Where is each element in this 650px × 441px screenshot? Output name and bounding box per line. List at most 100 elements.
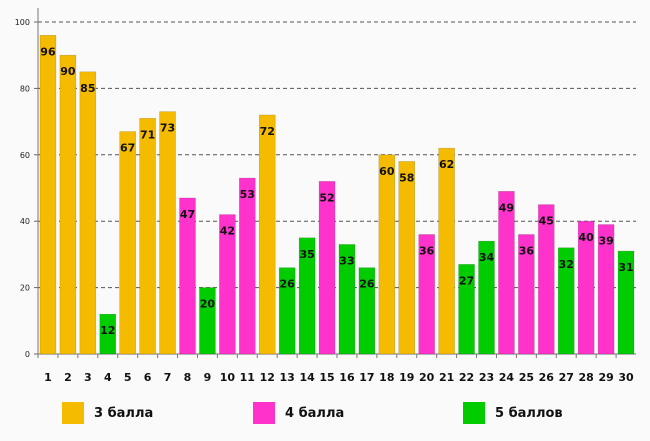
bar-value-label-19: 58 [399, 171, 414, 184]
x-tick-label-9: 9 [204, 371, 212, 384]
bar-10 [219, 214, 236, 355]
x-tick-label-16: 16 [339, 371, 355, 384]
bar-28 [577, 220, 595, 355]
y-tick-label-0: 0 [25, 350, 30, 359]
bar-value-label-25: 36 [519, 244, 535, 257]
bar-value-label-3: 85 [80, 82, 95, 95]
bar-29 [597, 224, 615, 355]
bar-26 [538, 204, 555, 355]
bar-5 [119, 131, 136, 355]
bar-15 [318, 181, 336, 355]
bar-1 [39, 35, 57, 355]
bar-14 [298, 237, 316, 355]
bar-value-label-12: 72 [260, 125, 275, 138]
x-tick-label-13: 13 [280, 371, 295, 384]
x-tick-label-30: 30 [618, 371, 634, 384]
bar-2 [59, 54, 77, 355]
legend-item-4-balla: 4 балла [253, 401, 344, 425]
bar-value-label-29: 39 [598, 235, 613, 248]
bar-25 [518, 234, 535, 355]
bar-value-label-13: 26 [280, 278, 296, 291]
y-tick-label-20: 20 [20, 284, 30, 293]
bar-21 [438, 147, 455, 355]
bar-value-label-8: 47 [180, 208, 195, 221]
bar-20 [418, 234, 435, 355]
x-tick-label-17: 17 [359, 371, 374, 384]
x-tick-label-5: 5 [124, 371, 132, 384]
x-tick-label-4: 4 [104, 371, 112, 384]
bar-9 [199, 287, 216, 355]
x-tick-label-20: 20 [419, 371, 435, 384]
bar-19 [398, 161, 415, 355]
x-tick-label-21: 21 [439, 371, 454, 384]
legend-swatch-3-balla [62, 402, 84, 424]
x-tick-label-1: 1 [44, 371, 52, 384]
bar-7 [159, 111, 176, 355]
x-tick-label-14: 14 [299, 371, 315, 384]
x-tick-label-25: 25 [519, 371, 534, 384]
bar-value-label-9: 20 [200, 298, 216, 311]
bar-27 [558, 247, 575, 355]
bar-value-label-6: 71 [140, 128, 155, 141]
bar-value-label-4: 12 [100, 324, 115, 337]
bar-23 [478, 240, 495, 355]
y-tick-label-60: 60 [20, 151, 30, 160]
x-tick-label-11: 11 [240, 371, 255, 384]
bar-value-label-20: 36 [419, 244, 435, 257]
legend-swatch-5-ballov [463, 402, 485, 424]
legend: 3 балла 4 балла 5 баллов [0, 401, 650, 427]
bar-value-label-23: 34 [479, 251, 495, 264]
bar-value-label-7: 73 [160, 122, 175, 135]
bar-value-label-15: 52 [319, 191, 334, 204]
x-tick-label-23: 23 [479, 371, 494, 384]
bar-value-label-2: 90 [60, 65, 76, 78]
bar-8 [179, 197, 196, 355]
bar-22 [458, 264, 475, 355]
x-tick-label-10: 10 [220, 371, 236, 384]
x-tick-label-18: 18 [379, 371, 394, 384]
legend-swatch-4-balla [253, 402, 275, 424]
bar-value-label-11: 53 [240, 188, 255, 201]
bar-30 [617, 250, 635, 355]
bar-17 [358, 267, 376, 355]
bar-value-label-5: 67 [120, 142, 135, 155]
bar-value-label-26: 45 [539, 215, 554, 228]
x-tick-label-12: 12 [260, 371, 275, 384]
x-tick-label-3: 3 [84, 371, 92, 384]
bar-11 [239, 177, 256, 355]
x-tick-label-15: 15 [319, 371, 334, 384]
x-tick-label-2: 2 [64, 371, 72, 384]
x-tick-label-8: 8 [184, 371, 192, 384]
x-tick-label-6: 6 [144, 371, 152, 384]
x-tick-label-27: 27 [559, 371, 574, 384]
x-tick-label-22: 22 [459, 371, 474, 384]
x-tick-label-7: 7 [164, 371, 172, 384]
y-tick-label-100: 100 [15, 18, 30, 27]
bar-value-label-24: 49 [499, 201, 514, 214]
legend-label-5-ballov: 5 баллов [495, 405, 563, 421]
bar-value-label-16: 33 [339, 254, 354, 267]
y-tick-label-40: 40 [20, 217, 30, 226]
bar-value-label-30: 31 [618, 261, 633, 274]
bar-24 [498, 191, 515, 355]
bar-value-label-28: 40 [579, 231, 595, 244]
y-tick-label-80: 80 [20, 84, 30, 93]
bar-value-label-17: 26 [359, 278, 375, 291]
bar-value-label-10: 42 [220, 225, 235, 238]
bar-13 [278, 267, 296, 355]
bar-16 [338, 244, 356, 355]
x-tick-label-24: 24 [499, 371, 515, 384]
x-tick-label-19: 19 [399, 371, 414, 384]
bar-4 [99, 313, 116, 355]
bar-12 [259, 114, 276, 355]
bar-value-label-27: 32 [559, 258, 574, 271]
bar-value-label-22: 27 [459, 274, 474, 287]
legend-label-3-balla: 3 балла [94, 405, 154, 421]
bar-6 [139, 118, 156, 355]
legend-label-4-balla: 4 балла [285, 405, 345, 421]
x-tick-label-28: 28 [579, 371, 594, 384]
chart-plot: 0204060801009619028531246757167374782094… [15, 8, 636, 384]
bar-3 [79, 71, 97, 355]
bar-value-label-18: 60 [379, 165, 395, 178]
